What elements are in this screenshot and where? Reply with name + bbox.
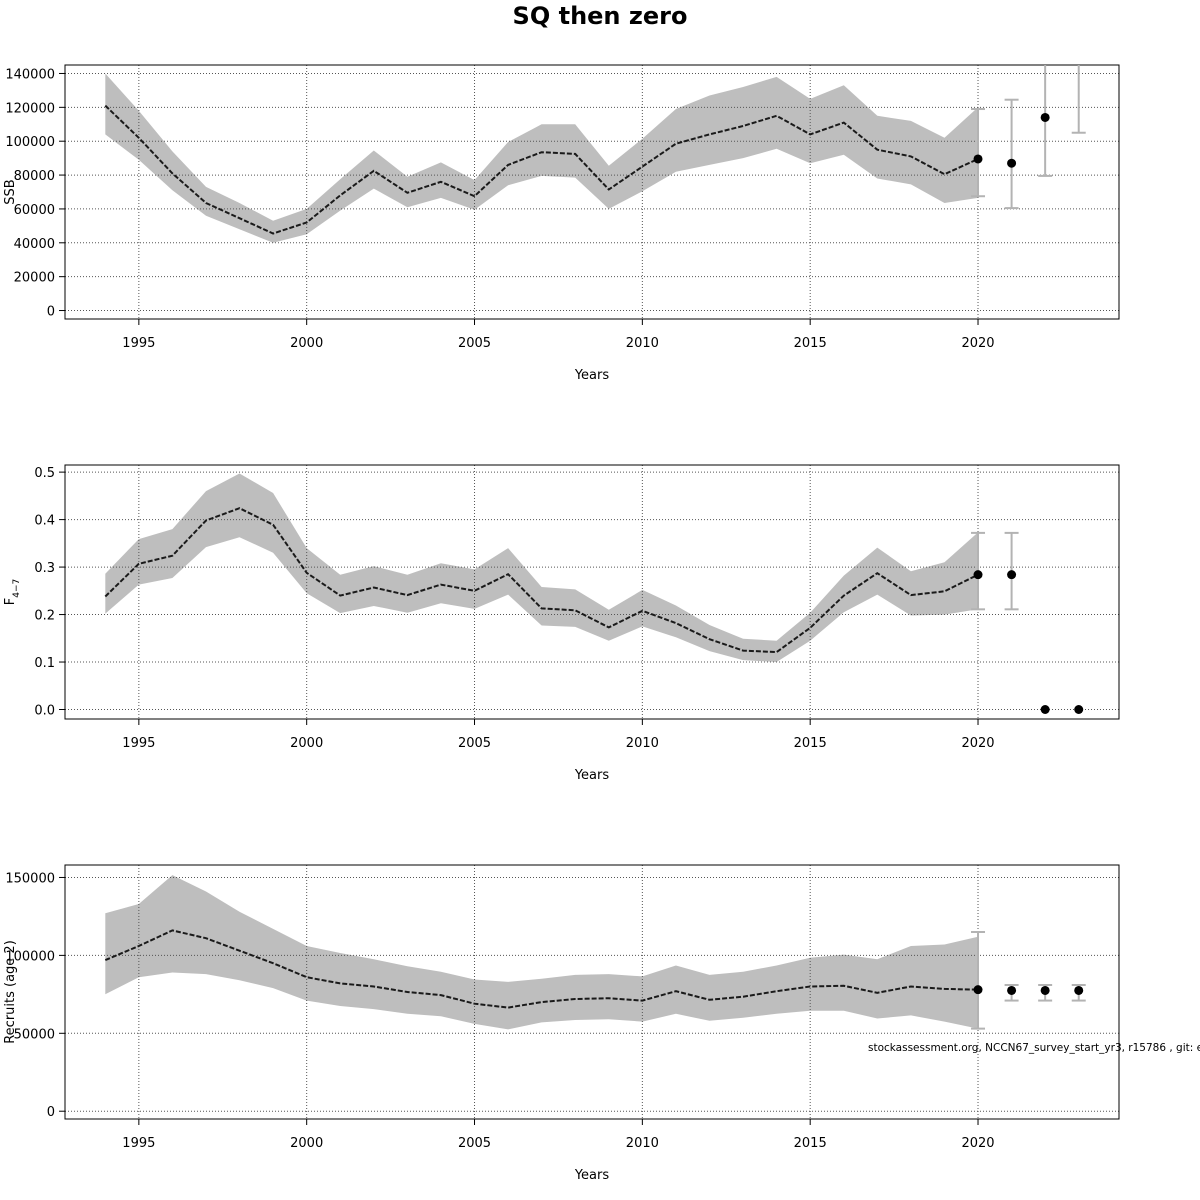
estimate-line — [104, 507, 979, 654]
x-tick-label: 2015 — [794, 1136, 827, 1151]
x-axis-label: Years — [574, 368, 610, 383]
x-tick-label: 2000 — [290, 736, 323, 751]
x-tick-label: 2010 — [626, 1136, 659, 1151]
forecast-point — [1074, 705, 1084, 715]
plot-frame — [64, 464, 1120, 720]
y-tick-label: 0.4 — [34, 514, 55, 529]
confidence-band — [105, 73, 979, 243]
forecast-point — [1040, 985, 1050, 995]
forecast-point — [973, 154, 983, 164]
forecast-point — [973, 570, 983, 580]
y-tick-label: 0.1 — [34, 656, 55, 671]
y-tick-label: 0.2 — [34, 609, 55, 624]
x-tick-label: 2015 — [794, 336, 827, 351]
x-tick-label: 2005 — [458, 1136, 491, 1151]
footnote: stockassessment.org, NCCN67_survey_start… — [868, 1042, 1200, 1054]
confidence-band — [105, 473, 979, 662]
x-tick-label: 2000 — [290, 336, 323, 351]
y-tick-label: 150000 — [5, 871, 55, 886]
x-tick-label: 2020 — [961, 1136, 994, 1151]
panel-fbar: 1995 2000 2005 2010 2015 2020 0.0 0.1 0.2 0.3 0.4 0… — [3, 464, 1120, 783]
x-tick-label: 2020 — [961, 336, 994, 351]
y-axis-label: Recruits (age 2) — [3, 940, 18, 1044]
y-tick-label: 140000 — [5, 67, 55, 82]
confidence-band — [105, 875, 979, 1030]
forecast-point — [1040, 705, 1050, 715]
forecast-point — [1007, 985, 1017, 995]
x-tick-label: 2005 — [458, 736, 491, 751]
forecast-point — [1074, 985, 1084, 995]
y-tick-label: 0 — [47, 305, 55, 320]
x-tick-label: 2015 — [794, 736, 827, 751]
estimate-line — [104, 929, 979, 1009]
y-tick-label: 0.5 — [34, 466, 55, 481]
panel-recruits: 1995 2000 2005 2010 2015 2020 0 50000 100000 1500… — [3, 864, 1120, 1183]
x-tick-label: 2020 — [961, 736, 994, 751]
y-tick-label: 120000 — [5, 101, 55, 116]
y-tick-label: 100000 — [5, 135, 55, 150]
x-tick-label: 2010 — [626, 736, 659, 751]
forecast-point — [973, 985, 983, 995]
x-tick-label: 2000 — [290, 1136, 323, 1151]
x-tick-label: 2005 — [458, 336, 491, 351]
y-tick-label: 40000 — [14, 237, 55, 252]
forecast-point — [1007, 158, 1017, 168]
y-tick-label: 60000 — [14, 203, 55, 218]
x-axis-label: Years — [574, 1168, 610, 1183]
chart-title: SQ then zero — [513, 2, 688, 30]
y-axis-label: F4−7 — [3, 579, 22, 605]
x-tick-label: 1995 — [122, 1136, 155, 1151]
panel-ssb: 1995 2000 2005 2010 2015 2020 0 20000 40000 60000… — [3, 64, 1120, 383]
plot-frame — [64, 64, 1120, 320]
y-tick-label: 0.0 — [34, 704, 55, 719]
plot-frame — [64, 864, 1120, 1120]
x-tick-label: 2010 — [626, 336, 659, 351]
y-tick-label: 0 — [47, 1105, 55, 1120]
forecast-point — [1007, 570, 1017, 580]
y-axis-label: SSB — [3, 179, 18, 204]
y-tick-label: 0.3 — [34, 561, 55, 576]
y-axis-label-subscript: 4−7 — [12, 579, 22, 598]
x-axis-label: Years — [574, 768, 610, 783]
y-tick-label: 20000 — [14, 271, 55, 286]
y-tick-label: 100000 — [5, 949, 55, 964]
x-tick-label: 1995 — [122, 336, 155, 351]
x-tick-label: 1995 — [122, 736, 155, 751]
estimate-line — [104, 104, 979, 235]
forecast-point — [1040, 112, 1050, 122]
y-tick-label: 50000 — [14, 1027, 55, 1042]
y-tick-label: 80000 — [14, 169, 55, 184]
